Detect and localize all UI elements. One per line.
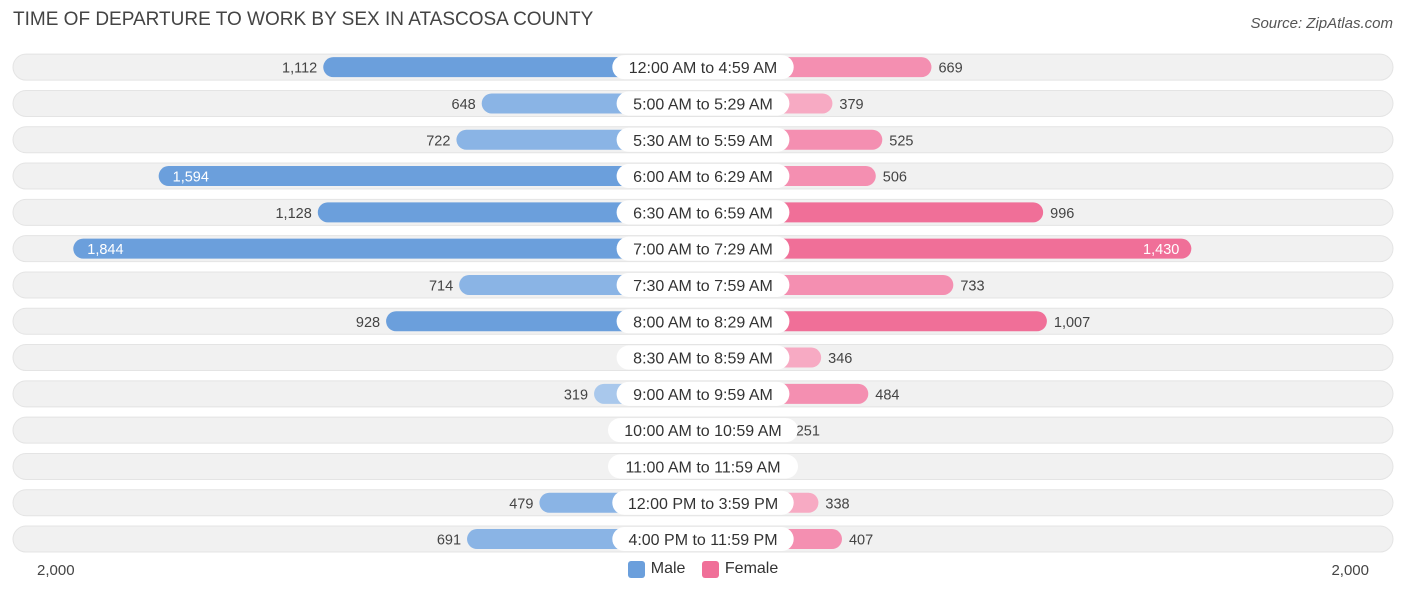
category-label: 4:00 PM to 11:59 PM xyxy=(628,532,777,549)
bar-female xyxy=(703,311,1047,332)
value-label-male: 1,594 xyxy=(173,170,209,186)
bar-male xyxy=(158,166,704,187)
value-label-female: 407 xyxy=(849,533,873,549)
value-label-female: 525 xyxy=(889,133,913,149)
category-pill xyxy=(616,309,790,334)
category-label: 9:00 AM to 9:59 AM xyxy=(633,387,773,404)
category-pill xyxy=(616,345,790,370)
source-credit: Source: ZipAtlas.com xyxy=(1250,15,1393,32)
bar-male xyxy=(323,57,703,78)
legend-item-male: Male xyxy=(627,560,686,578)
value-label-male: 648 xyxy=(452,97,476,113)
category-label: 7:00 AM to 7:29 AM xyxy=(633,242,773,259)
value-label-female: 346 xyxy=(828,351,852,367)
value-label-female: 338 xyxy=(825,496,849,512)
category-pill xyxy=(616,200,790,225)
legend-label-female: Female xyxy=(724,560,779,577)
axis-label-left: 2,000 xyxy=(37,562,75,579)
value-label-female: 669 xyxy=(938,61,962,77)
category-pill xyxy=(608,454,798,479)
legend: Male Female xyxy=(0,560,1406,583)
value-label-male: 928 xyxy=(356,315,380,331)
category-pill xyxy=(612,55,794,80)
value-label-female: 251 xyxy=(796,424,820,440)
value-label-male: 722 xyxy=(426,133,450,149)
bar-male xyxy=(73,238,704,259)
axis-label-right: 2,000 xyxy=(1331,562,1369,579)
value-label-male: 1,128 xyxy=(275,206,311,222)
category-pill xyxy=(616,127,790,152)
value-label-male: 1,844 xyxy=(87,242,123,258)
category-label: 5:30 AM to 5:59 AM xyxy=(633,133,773,150)
bar-male xyxy=(317,202,703,223)
value-label-male: 691 xyxy=(437,533,461,549)
category-label: 5:00 AM to 5:29 AM xyxy=(633,96,773,113)
category-label: 8:30 AM to 8:59 AM xyxy=(633,351,773,368)
category-pill xyxy=(612,490,794,515)
legend-swatch-male xyxy=(627,560,645,578)
category-pill xyxy=(608,418,798,443)
category-label: 10:00 AM to 10:59 AM xyxy=(624,423,781,440)
value-label-female: 733 xyxy=(960,278,984,294)
value-label-female: 506 xyxy=(883,170,907,186)
value-label-female: 1,430 xyxy=(1143,242,1179,258)
category-label: 7:30 AM to 7:59 AM xyxy=(633,278,773,295)
category-pill xyxy=(616,381,790,406)
value-label-male: 479 xyxy=(509,496,533,512)
category-label: 6:00 AM to 6:29 AM xyxy=(633,169,773,186)
legend-item-female: Female xyxy=(701,560,779,578)
category-pill xyxy=(616,164,790,189)
value-label-female: 379 xyxy=(839,97,863,113)
category-pill xyxy=(616,91,790,116)
value-label-male: 1,112 xyxy=(282,61,317,77)
category-label: 8:00 AM to 8:29 AM xyxy=(633,314,773,331)
category-label: 6:30 AM to 6:59 AM xyxy=(633,205,773,222)
value-label-female: 1,007 xyxy=(1054,315,1090,331)
legend-swatch-female xyxy=(701,560,719,578)
value-label-female: 996 xyxy=(1050,206,1074,222)
value-label-female: 484 xyxy=(875,387,899,403)
bar-female xyxy=(703,238,1192,259)
value-label-male: 714 xyxy=(429,278,453,294)
category-label: 12:00 AM to 4:59 AM xyxy=(629,60,778,77)
category-label: 12:00 PM to 3:59 PM xyxy=(628,496,778,513)
category-pill xyxy=(616,236,790,261)
value-label-male: 319 xyxy=(564,387,588,403)
category-pill xyxy=(612,527,794,552)
category-label: 11:00 AM to 11:59 AM xyxy=(625,459,780,476)
legend-label-male: Male xyxy=(650,560,686,577)
category-pill xyxy=(616,272,790,297)
chart-title: TIME OF DEPARTURE TO WORK BY SEX IN ATAS… xyxy=(13,9,594,30)
